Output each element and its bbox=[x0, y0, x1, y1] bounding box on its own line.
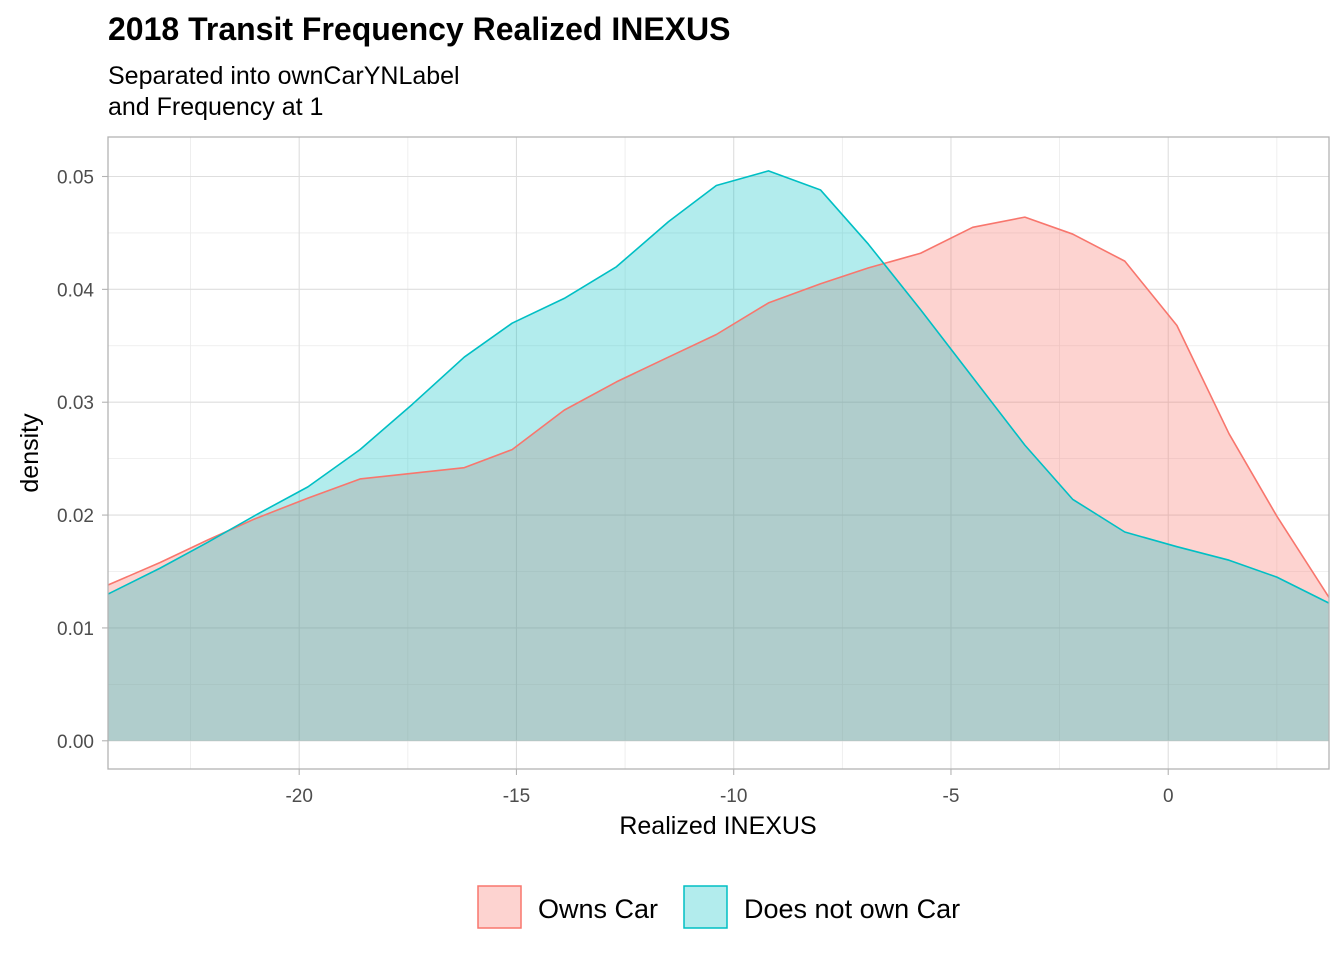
y-tick-label: 0.00 bbox=[57, 732, 94, 753]
legend: Owns Car Does not own Car bbox=[477, 885, 960, 929]
plot-panel bbox=[108, 137, 1329, 769]
x-tick-label: -10 bbox=[720, 786, 747, 807]
y-tick-label: 0.03 bbox=[57, 393, 94, 414]
line-does-not-own-car bbox=[107, 170, 1330, 604]
y-tick-label: 0.04 bbox=[57, 280, 94, 301]
y-tick-label: 0.02 bbox=[57, 506, 94, 527]
line-owns-car bbox=[107, 216, 1330, 598]
plot-border bbox=[107, 136, 1330, 770]
series-layer bbox=[107, 170, 1330, 741]
x-tick-label: -20 bbox=[285, 786, 312, 807]
chart-title: 2018 Transit Frequency Realized INEXUS bbox=[108, 11, 730, 47]
x-tick-label: 0 bbox=[1163, 786, 1174, 807]
y-tick-label: 0.01 bbox=[57, 619, 94, 640]
y-tick-label: 0.05 bbox=[57, 168, 94, 189]
area-does-not-own-car bbox=[108, 170, 1329, 741]
area-owns-car bbox=[108, 217, 1329, 741]
chart-subtitle-line-1: Separated into ownCarYNLabel bbox=[108, 62, 460, 90]
x-tick-label: -5 bbox=[943, 786, 960, 807]
grid-minor bbox=[108, 137, 1329, 769]
chart-subtitle-line-2: and Frequency at 1 bbox=[108, 93, 323, 121]
legend-label-owns-car: Owns Car bbox=[538, 894, 658, 924]
x-axis-title: Realized INEXUS bbox=[619, 812, 816, 840]
legend-key-does-not-own-car bbox=[683, 885, 728, 929]
y-axis-ticks: 0.00 0.01 0.02 0.03 0.04 0.05 bbox=[57, 168, 108, 753]
y-axis-title: density bbox=[16, 413, 44, 493]
legend-label-does-not-own-car: Does not own Car bbox=[744, 894, 960, 924]
x-axis-ticks: -20 -15 -10 -5 0 bbox=[285, 769, 1174, 807]
x-tick-label: -15 bbox=[503, 786, 530, 807]
legend-key-owns-car bbox=[477, 885, 522, 929]
grid-major bbox=[108, 137, 1329, 769]
